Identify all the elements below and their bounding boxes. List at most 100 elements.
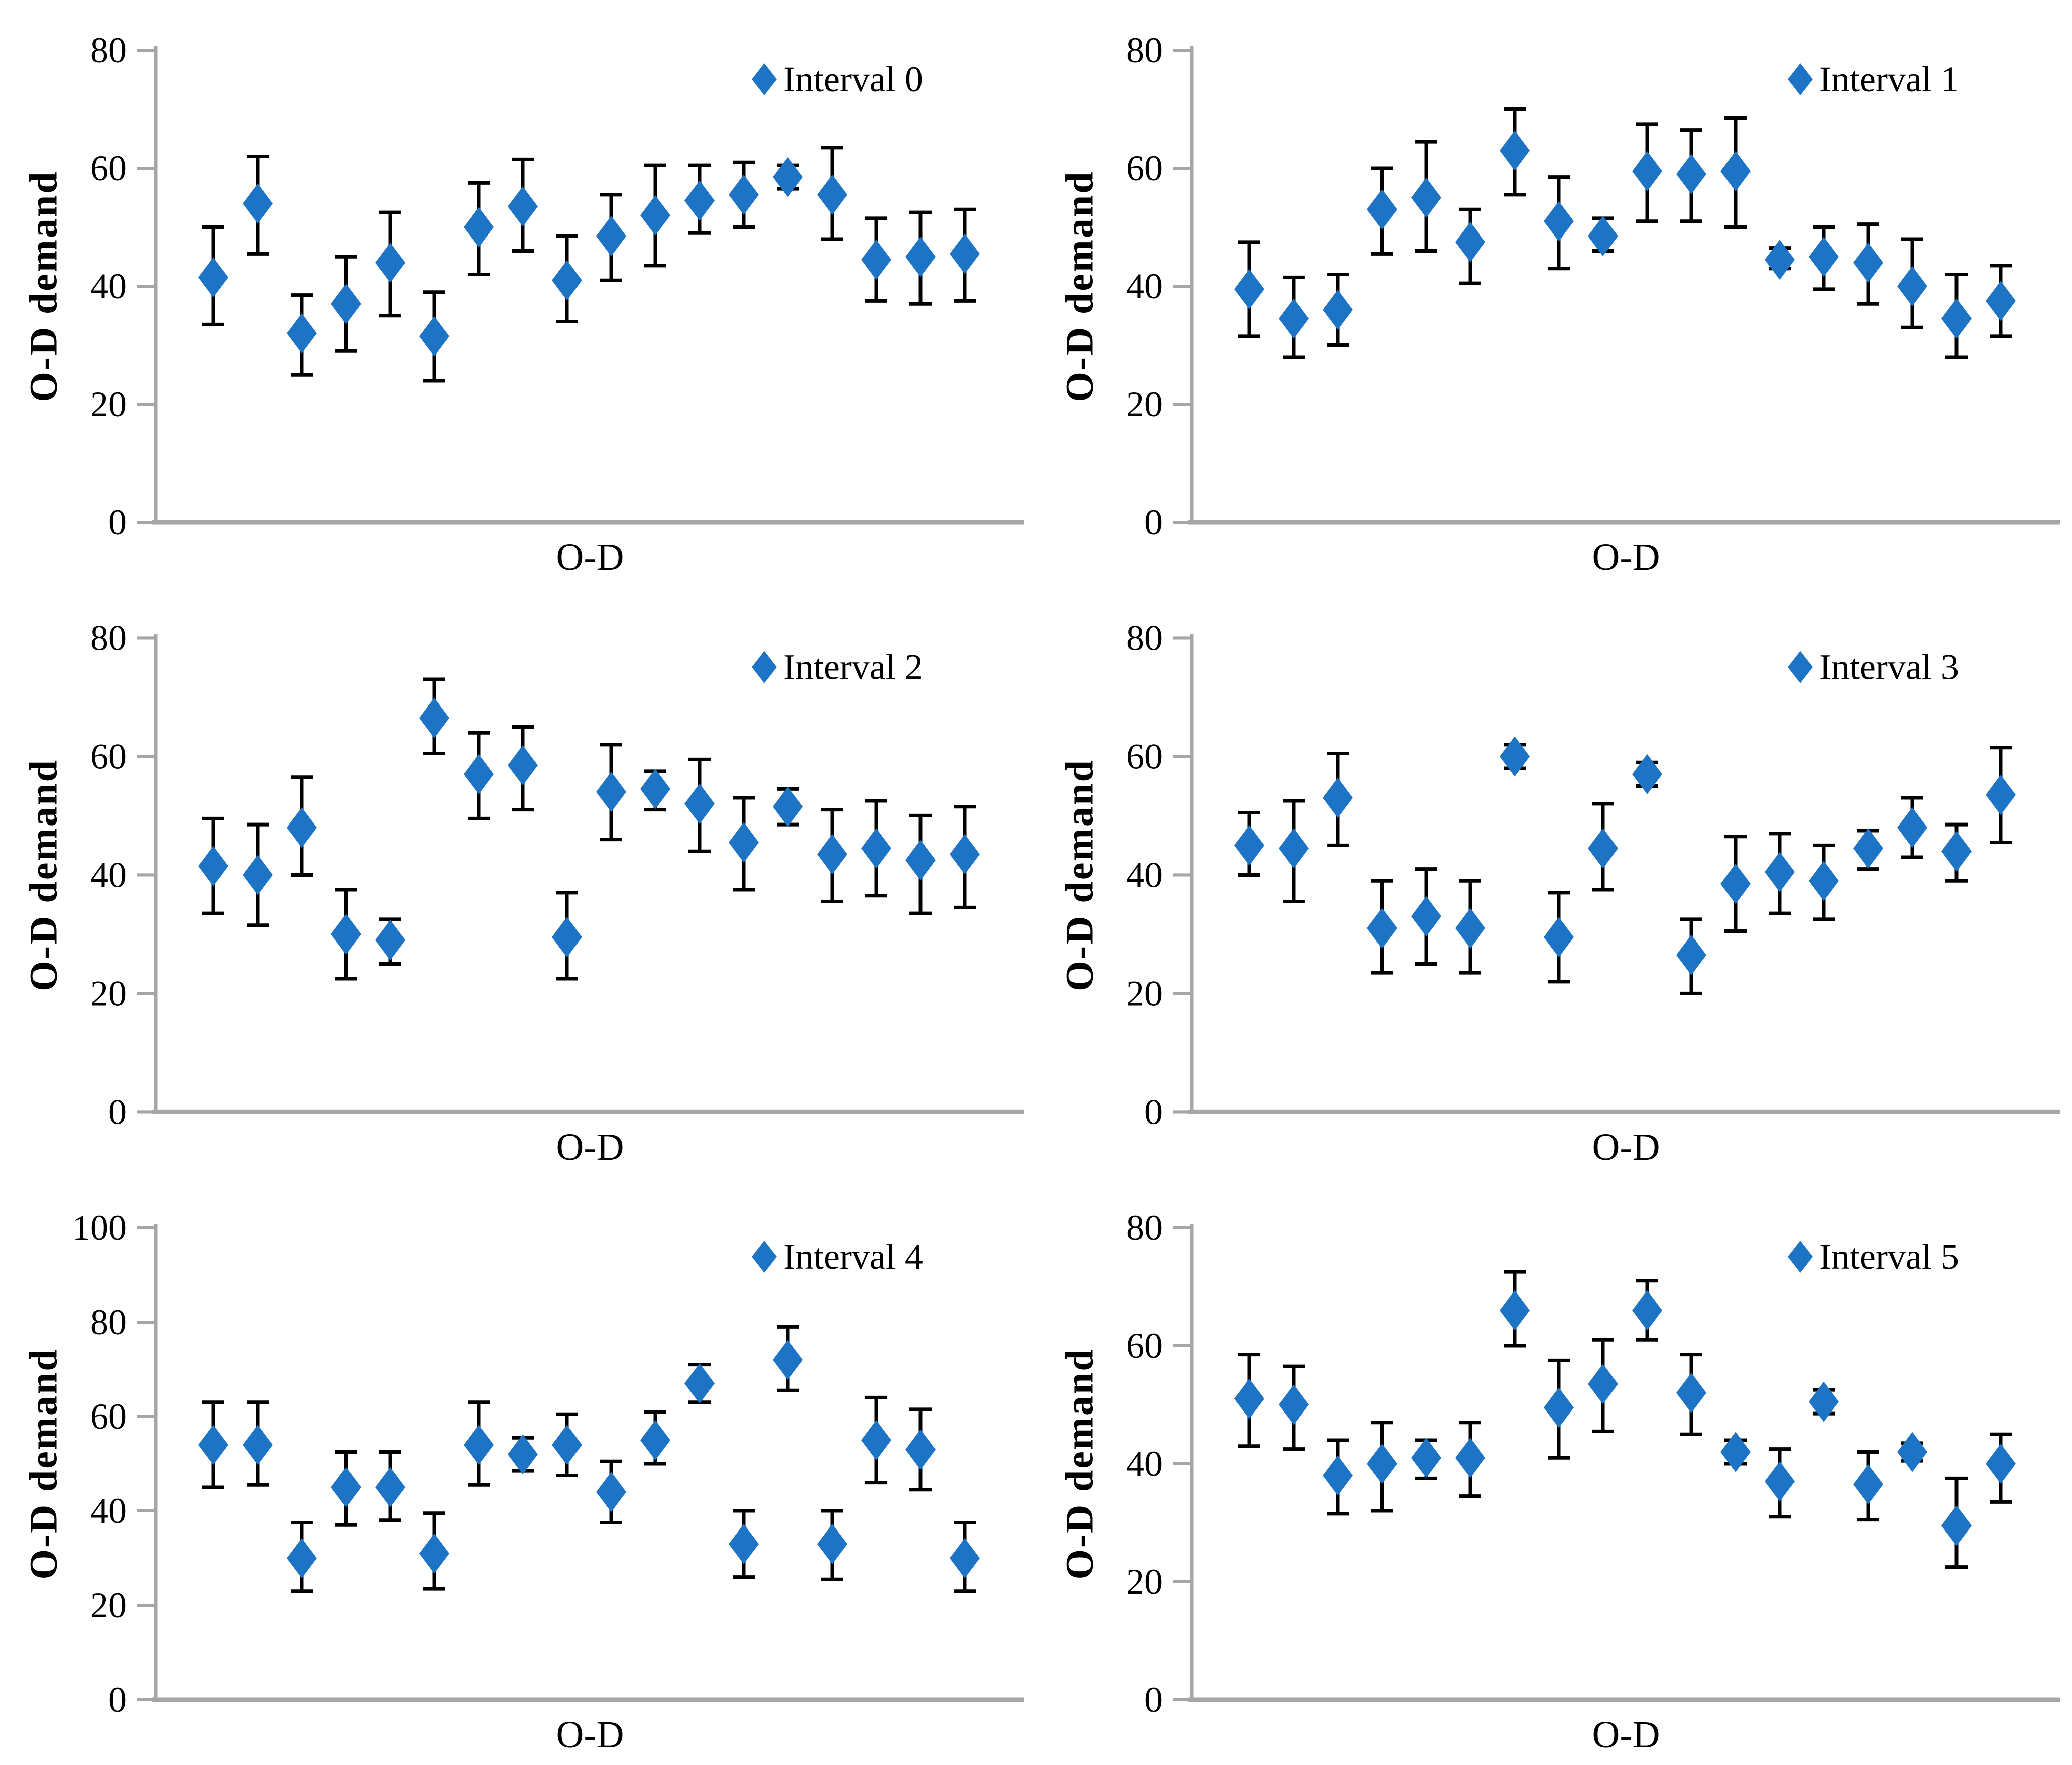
data-point <box>1411 867 1441 966</box>
data-point <box>1941 1476 1972 1569</box>
data-point <box>1544 175 1574 271</box>
data-point <box>419 677 449 756</box>
data-point-marker <box>1323 777 1353 818</box>
data-point-marker <box>1986 774 2016 815</box>
data-point-marker <box>287 807 317 848</box>
data-point <box>375 210 405 318</box>
data-point <box>1234 240 1264 338</box>
data-point <box>1897 1432 1927 1472</box>
data-point-marker <box>464 1425 494 1465</box>
data-point-marker <box>464 207 494 248</box>
data-point <box>640 769 670 812</box>
data-point <box>1941 273 1972 359</box>
data-point-marker <box>243 1425 273 1465</box>
data-point-marker <box>1234 825 1264 866</box>
data-point <box>1323 273 1353 347</box>
data-point <box>331 255 361 353</box>
data-point-marker <box>1853 828 1883 869</box>
data-point <box>596 1459 626 1524</box>
data-point-marker <box>861 828 891 869</box>
data-point-marker <box>1455 1438 1485 1478</box>
data-point <box>729 1509 759 1579</box>
data-point-marker <box>508 186 538 227</box>
data-point <box>596 193 626 282</box>
data-point-marker <box>1986 1444 2016 1484</box>
data-point-marker <box>1765 240 1795 280</box>
y-axis-title: O-D demand <box>1058 1348 1101 1579</box>
y-tick-label: 60 <box>90 148 127 188</box>
data-point <box>1455 879 1485 975</box>
data-point <box>1323 1438 1353 1516</box>
data-point <box>1897 237 1927 329</box>
data-point-marker <box>1632 151 1662 191</box>
data-point-marker <box>1411 1438 1441 1478</box>
data-point <box>905 1407 936 1492</box>
data-point <box>1411 140 1441 253</box>
data-point <box>287 293 317 377</box>
x-axis-title: O-D <box>556 1714 624 1756</box>
data-point-marker <box>1500 736 1530 777</box>
data-point-marker <box>1234 1378 1264 1419</box>
y-tick-label: 80 <box>90 30 127 70</box>
data-point-marker <box>1676 1373 1706 1413</box>
data-point <box>198 1400 228 1489</box>
data-point <box>552 891 582 981</box>
y-tick-label: 40 <box>90 266 127 306</box>
data-point-marker <box>905 1429 936 1470</box>
data-point <box>1676 917 1706 995</box>
data-point-marker <box>508 1434 538 1475</box>
data-point <box>1544 891 1574 984</box>
data-point-marker <box>905 237 936 277</box>
data-point-marker <box>1367 908 1397 949</box>
data-point <box>508 157 538 253</box>
data-point-marker <box>1411 896 1441 937</box>
data-point <box>1632 122 1662 223</box>
data-point <box>684 1363 715 1404</box>
data-point-marker <box>729 1523 759 1564</box>
data-point <box>1720 116 1751 229</box>
data-point-marker <box>1323 1455 1353 1496</box>
data-point <box>1676 1353 1706 1436</box>
data-point-marker <box>773 786 803 827</box>
data-point-marker <box>773 1340 803 1380</box>
data-point-marker <box>1809 1381 1839 1422</box>
data-point <box>861 1395 891 1485</box>
data-point-marker <box>684 1363 715 1404</box>
data-point-marker <box>773 157 803 197</box>
data-point <box>1367 166 1397 256</box>
data-point <box>464 1400 494 1487</box>
data-point-marker <box>817 1523 847 1564</box>
data-point <box>905 813 936 915</box>
y-tick-label: 20 <box>90 973 127 1013</box>
data-point-marker <box>596 1472 626 1512</box>
data-point <box>1411 1438 1441 1480</box>
y-axis-title: O-D demand <box>22 170 65 402</box>
data-point <box>773 786 803 827</box>
data-point <box>1720 1432 1751 1472</box>
y-tick-label: 60 <box>90 1396 127 1437</box>
data-point-marker <box>419 1533 449 1574</box>
data-point-marker <box>1897 266 1927 306</box>
data-point <box>464 181 494 276</box>
chart-interval-5: 0 20 40 60 80 O-D demand O-D Interval 5 <box>1058 1208 2060 1756</box>
data-point-marker <box>861 1420 891 1460</box>
data-point-marker <box>1411 177 1441 218</box>
data-point-marker <box>1455 221 1485 262</box>
data-point <box>552 1412 582 1477</box>
data-point-marker <box>198 846 228 886</box>
legend-diamond-icon <box>752 63 777 95</box>
legend-diamond-icon <box>752 1241 777 1273</box>
data-point-marker <box>1676 154 1706 194</box>
data-point <box>1588 802 1618 892</box>
y-tick-label: 60 <box>1126 736 1163 776</box>
legend-label: Interval 5 <box>1819 1237 1959 1277</box>
data-point-marker <box>1234 269 1264 309</box>
y-tick-label: 0 <box>1144 1092 1163 1132</box>
data-point-marker <box>1632 1290 1662 1331</box>
data-point-marker <box>1941 831 1972 872</box>
data-point <box>817 146 847 241</box>
data-point-marker <box>1500 130 1530 171</box>
legend-diamond-icon <box>752 651 777 683</box>
legend-diamond-icon <box>1788 63 1813 95</box>
data-point <box>1676 128 1706 223</box>
